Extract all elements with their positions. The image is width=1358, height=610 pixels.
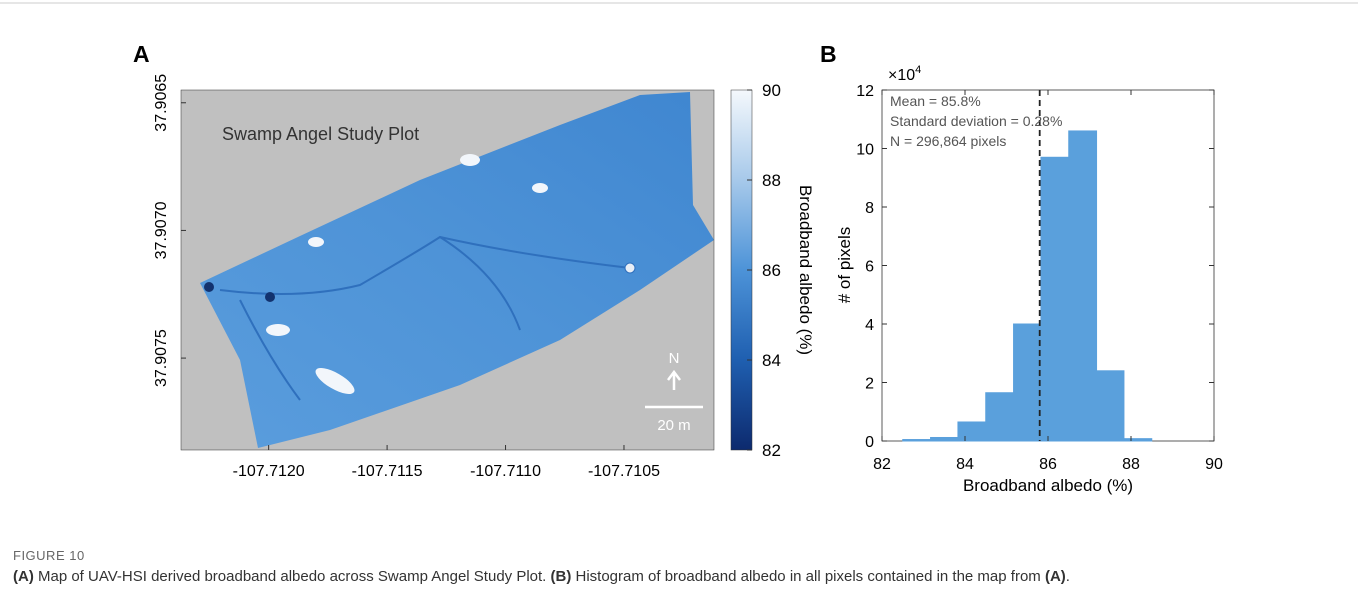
bar xyxy=(1013,323,1042,442)
map-frame xyxy=(180,89,715,451)
colorbar-label: Broadband albedo (%) xyxy=(796,185,815,355)
y-tick-label: 2 xyxy=(865,376,874,393)
x-axis-label: Broadband albedo (%) xyxy=(963,476,1133,495)
caption-segment: . xyxy=(1065,568,1070,585)
x-tick-label: -107.7115 xyxy=(352,463,423,480)
map-tracks xyxy=(219,235,631,401)
x-tick-label: -107.7105 xyxy=(588,463,660,480)
y-tick-label: 0 xyxy=(865,434,874,451)
y-tick-label: 10 xyxy=(856,142,874,159)
caption-segment: Map of UAV-HSI derived broadband albedo … xyxy=(33,568,551,585)
caption-text: (A) Map of UAV-HSI derived broadband alb… xyxy=(13,567,1333,587)
figure-label: FIGURE 10 xyxy=(13,548,85,563)
caption-segment: (A) xyxy=(13,568,34,585)
map-annotation: Swamp Angel Study Plot xyxy=(222,124,419,144)
map-spot xyxy=(624,262,636,274)
y-tick-label: 8 xyxy=(865,200,874,217)
map-dark-spot xyxy=(204,282,214,292)
x-tick-label: 86 xyxy=(1039,456,1057,473)
y-axis-label: # of pixels xyxy=(835,227,854,304)
y-tick-label: 37.9070 xyxy=(153,201,170,259)
albedo-map xyxy=(200,92,714,448)
y-tick-label: 37.9065 xyxy=(153,74,170,132)
map-dark-spot xyxy=(265,292,275,302)
figure: Swamp Angel Study Plot N 20 m A B Broadb… xyxy=(0,2,1358,495)
x-tick-label: 88 xyxy=(1122,456,1140,473)
north-label: N xyxy=(669,350,680,367)
x-tick-label: -107.7120 xyxy=(233,463,305,480)
x-tick-label: 84 xyxy=(956,456,974,473)
panel-label: A xyxy=(133,41,150,67)
y-tick-label: 37.9075 xyxy=(153,329,170,387)
x-tick-label: 90 xyxy=(1205,456,1223,473)
bar xyxy=(1040,156,1070,442)
annotation: N = 296,864 pixels xyxy=(890,133,1006,149)
map-highlights xyxy=(266,154,548,394)
bar xyxy=(902,439,932,442)
colorbar-tick-label: 84 xyxy=(762,351,781,370)
caption: FIGURE 10 (A) Map of UAV-HSI derived bro… xyxy=(13,548,1333,587)
colorbar-tick-label: 88 xyxy=(762,171,781,190)
annotation: Mean = 85.8% xyxy=(890,93,981,109)
bar xyxy=(957,421,987,442)
colorbar-tick-label: 82 xyxy=(762,441,781,460)
y-multiplier: ×104 xyxy=(888,64,921,84)
caption-segment: (A) xyxy=(1044,568,1066,585)
bar xyxy=(985,392,1015,442)
colorbar-tick-label: 90 xyxy=(762,81,781,100)
panel-label: B xyxy=(820,41,837,67)
bar xyxy=(1123,438,1153,442)
colorbar-tick-label: 86 xyxy=(762,261,781,280)
y-multiplier-base: ×10 xyxy=(888,67,915,84)
scale-bar-label: 20 m xyxy=(657,417,690,434)
x-tick-label: -107.7110 xyxy=(470,463,541,480)
caption-segment: (B) xyxy=(550,568,572,585)
caption-segment: Histogram of broadband albedo in all pix… xyxy=(571,568,1045,585)
y-tick-label: 12 xyxy=(856,83,874,100)
y-multiplier-exponent: 4 xyxy=(915,64,921,76)
bar xyxy=(930,436,959,442)
bar xyxy=(1068,130,1098,442)
x-tick-label: 82 xyxy=(873,456,891,473)
bar xyxy=(1096,370,1125,442)
annotation: Standard deviation = 0.28% xyxy=(890,113,1062,129)
y-tick-label: 6 xyxy=(865,259,874,276)
north-arrow xyxy=(667,369,681,390)
y-tick-label: 4 xyxy=(865,317,874,334)
